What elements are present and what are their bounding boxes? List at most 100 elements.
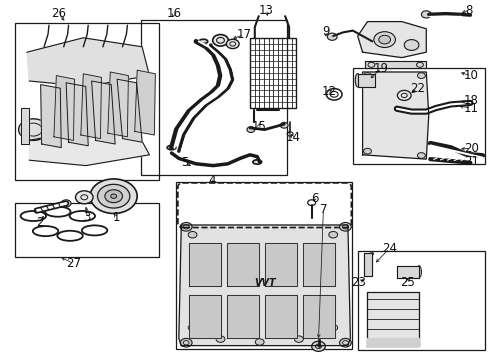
Text: 15: 15: [251, 120, 266, 133]
Ellipse shape: [416, 266, 421, 278]
Text: 24: 24: [382, 242, 397, 255]
Circle shape: [404, 40, 419, 50]
Text: 2: 2: [36, 216, 44, 229]
Circle shape: [255, 339, 264, 345]
Circle shape: [216, 336, 225, 342]
Circle shape: [340, 338, 351, 347]
Polygon shape: [265, 295, 297, 338]
Circle shape: [340, 222, 351, 231]
Text: 18: 18: [464, 94, 479, 107]
Circle shape: [19, 119, 48, 140]
Bar: [15, 23, 159, 180]
Polygon shape: [363, 72, 429, 159]
Polygon shape: [367, 292, 419, 346]
Circle shape: [417, 73, 425, 78]
Text: 19: 19: [374, 62, 389, 75]
Circle shape: [75, 191, 93, 204]
Ellipse shape: [167, 145, 176, 150]
Circle shape: [312, 341, 325, 351]
Polygon shape: [397, 266, 419, 278]
Circle shape: [213, 35, 228, 46]
Circle shape: [379, 35, 391, 44]
Polygon shape: [358, 22, 426, 58]
Polygon shape: [364, 253, 372, 276]
Polygon shape: [358, 74, 375, 87]
Polygon shape: [108, 72, 128, 137]
Circle shape: [329, 324, 338, 331]
Text: 23: 23: [351, 276, 366, 289]
Text: 22: 22: [410, 82, 425, 95]
Polygon shape: [227, 243, 259, 286]
Circle shape: [364, 73, 371, 78]
Text: 3: 3: [83, 211, 91, 224]
Bar: [15, 203, 159, 257]
Circle shape: [111, 194, 117, 198]
Text: 6: 6: [311, 192, 319, 205]
Circle shape: [421, 11, 431, 18]
Text: 1: 1: [113, 211, 121, 224]
Text: 10: 10: [464, 69, 479, 82]
Polygon shape: [227, 295, 259, 338]
Circle shape: [247, 127, 255, 132]
Text: 4: 4: [208, 174, 216, 186]
Text: 25: 25: [400, 276, 415, 289]
Polygon shape: [21, 108, 29, 144]
Text: VVT: VVT: [254, 278, 275, 288]
Circle shape: [327, 33, 337, 40]
Polygon shape: [367, 338, 419, 346]
Text: 16: 16: [167, 7, 181, 20]
Text: 20: 20: [464, 142, 479, 155]
Text: 12: 12: [322, 85, 337, 98]
Text: 8: 8: [466, 4, 473, 17]
Circle shape: [188, 231, 197, 238]
Circle shape: [61, 200, 71, 207]
Polygon shape: [189, 295, 220, 338]
Polygon shape: [265, 243, 297, 286]
Bar: [358, 251, 485, 350]
Bar: [176, 182, 352, 349]
Circle shape: [98, 184, 130, 208]
Polygon shape: [54, 76, 74, 140]
Polygon shape: [92, 81, 115, 144]
Polygon shape: [117, 79, 142, 142]
Circle shape: [180, 338, 192, 347]
Ellipse shape: [253, 160, 262, 164]
Polygon shape: [179, 225, 350, 346]
Text: 11: 11: [464, 102, 479, 114]
Bar: [141, 20, 287, 175]
Circle shape: [417, 153, 425, 158]
Text: 5: 5: [181, 156, 189, 169]
Polygon shape: [29, 130, 149, 166]
Text: 14: 14: [286, 131, 300, 144]
Circle shape: [280, 122, 288, 128]
Circle shape: [90, 179, 137, 213]
Text: 21: 21: [464, 156, 479, 168]
Polygon shape: [41, 85, 61, 148]
Text: 17: 17: [237, 28, 251, 41]
Circle shape: [226, 39, 239, 49]
Text: 13: 13: [259, 4, 273, 17]
Circle shape: [329, 231, 338, 238]
Polygon shape: [303, 243, 335, 286]
Text: 7: 7: [319, 203, 327, 216]
Polygon shape: [27, 38, 149, 86]
Circle shape: [188, 324, 197, 331]
Polygon shape: [189, 243, 220, 286]
Text: 26: 26: [51, 7, 66, 20]
Polygon shape: [303, 295, 335, 338]
Polygon shape: [66, 83, 88, 146]
Polygon shape: [135, 70, 155, 135]
Polygon shape: [81, 74, 101, 139]
Text: 27: 27: [66, 257, 81, 270]
Circle shape: [294, 336, 303, 342]
Polygon shape: [365, 61, 426, 68]
Text: 9: 9: [322, 25, 330, 38]
Circle shape: [105, 190, 122, 203]
Bar: [353, 68, 485, 164]
Bar: [250, 38, 296, 108]
Circle shape: [364, 148, 371, 154]
Ellipse shape: [199, 39, 208, 44]
Ellipse shape: [355, 73, 360, 87]
Circle shape: [180, 222, 192, 231]
Circle shape: [374, 32, 395, 48]
